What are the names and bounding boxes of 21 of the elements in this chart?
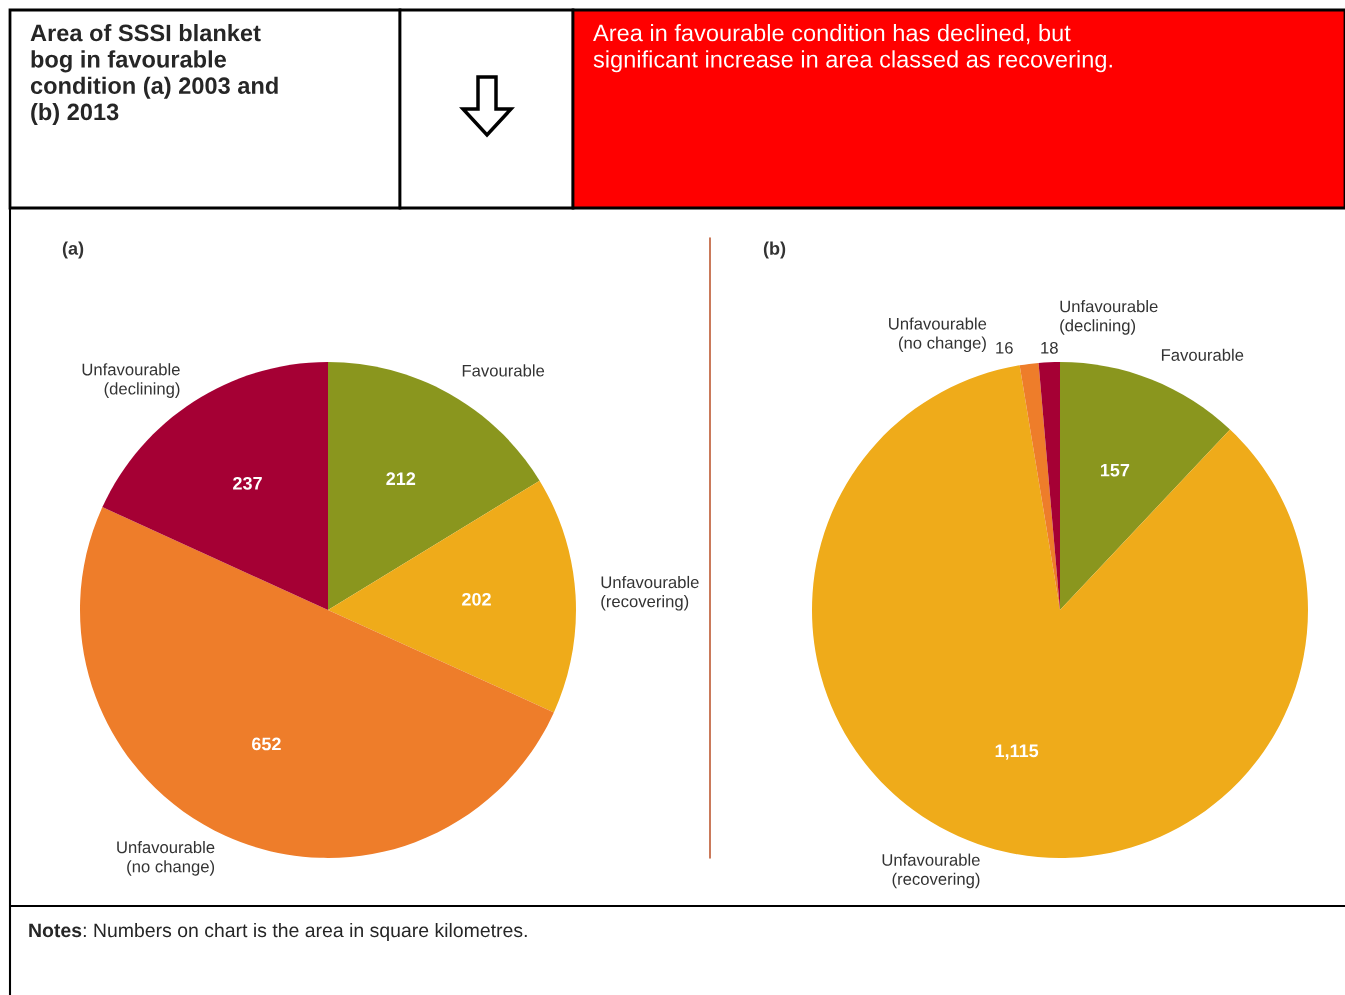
text: Notes: Numbers on chart is the area in square kilometres. — [29, 922, 527, 942]
data-label: 202 — [462, 592, 491, 606]
slice-label: Unfavourable (recovering) — [882, 853, 980, 889]
slice-label: Unfavourable (no change) — [117, 840, 215, 876]
text: Area in favourable condition has declined, but significant increase in area classed as recovering. — [593, 24, 1112, 73]
data-label: 237 — [233, 476, 262, 490]
slice-label: Favourable — [462, 364, 545, 377]
slice-label: Unfavourable (declining) — [82, 363, 180, 398]
chart-title: (a) — [62, 241, 84, 259]
data-label: 1,115 — [995, 744, 1039, 760]
text: Area of SSSI blanket bog in favourable condition (a) 2003 and (b) 2013 — [30, 24, 278, 125]
slice-label: Unfavourable (declining) — [1060, 300, 1158, 335]
slice-label: Unfavourable (no change) — [889, 317, 987, 353]
data-label: 16 — [996, 341, 1013, 354]
chart-title: (b) — [763, 241, 786, 259]
slice-label: Unfavourable (recovering) — [601, 575, 699, 611]
data-label: 18 — [1041, 341, 1058, 354]
data-label: 212 — [386, 472, 416, 485]
data-label: 157 — [1100, 463, 1130, 477]
data-label: 652 — [252, 737, 281, 751]
slice-label: Favourable — [1161, 348, 1244, 361]
